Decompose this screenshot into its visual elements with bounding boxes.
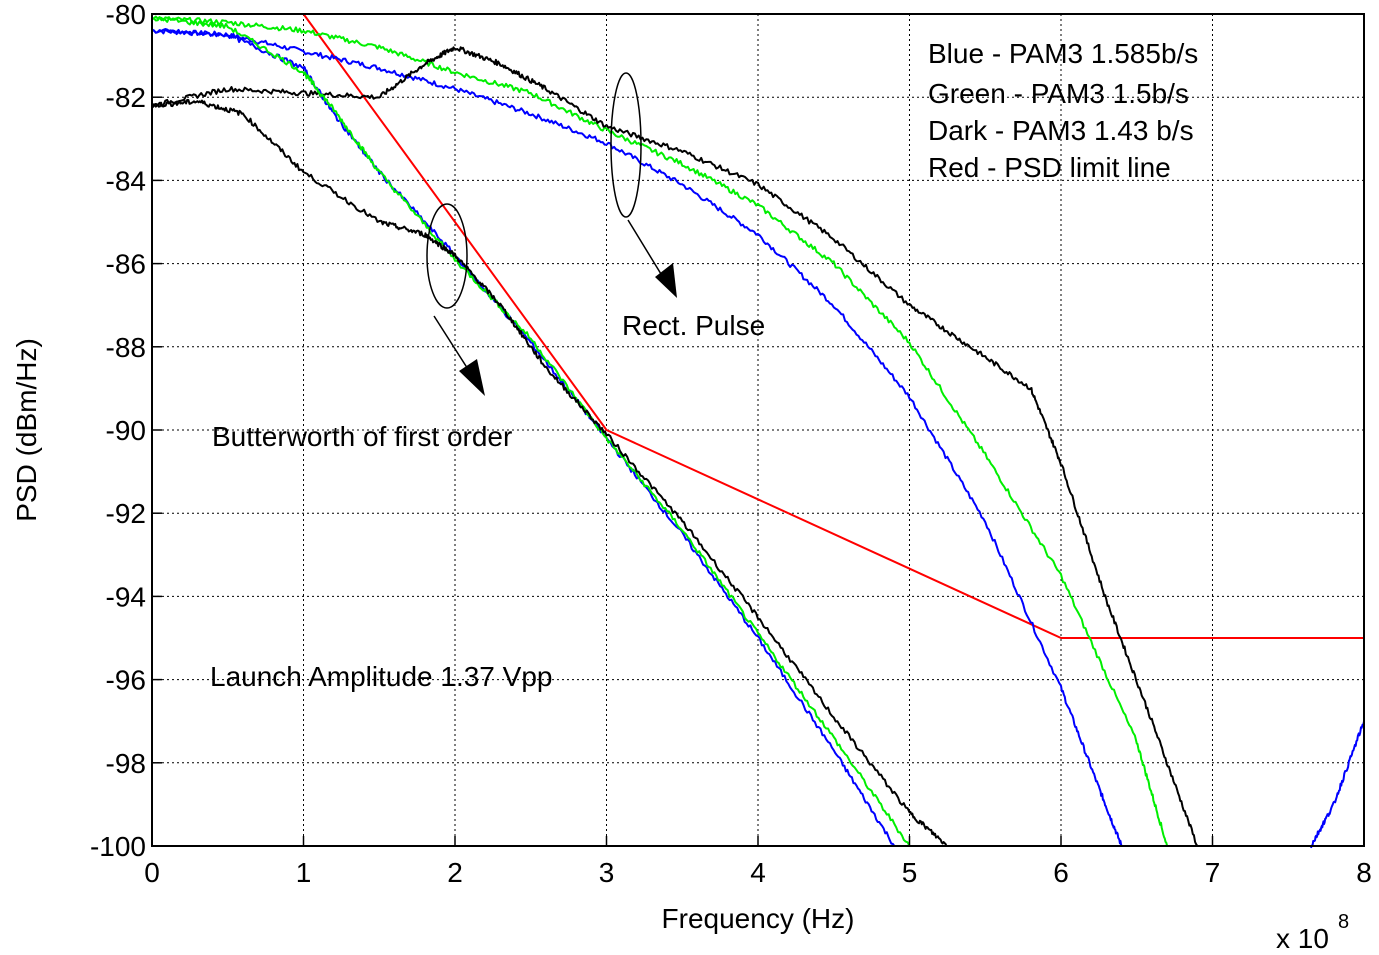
- butterworth-arrowhead: [459, 359, 485, 396]
- x-tick-label: 7: [1205, 857, 1221, 888]
- y-tick-label: -92: [106, 498, 146, 529]
- series-line: [151, 16, 1169, 847]
- launch-amplitude-label: Launch Amplitude 1.37 Vpp: [210, 661, 552, 692]
- x-exponent-power: 8: [1338, 911, 1349, 933]
- series-line: [151, 98, 948, 847]
- y-tick-label: -90: [106, 415, 146, 446]
- y-axis-label: PSD (dBm/Hz): [11, 338, 42, 522]
- x-tick-label: 5: [902, 857, 918, 888]
- y-tick-label: -80: [106, 0, 146, 30]
- x-tick-label: 6: [1053, 857, 1069, 888]
- y-tick-label: -84: [106, 165, 146, 196]
- x-tick-label: 4: [750, 857, 766, 888]
- psd-limit-line: [302, 13, 1364, 639]
- y-tick-label: -94: [106, 581, 146, 612]
- y-tick-label: -86: [106, 249, 146, 280]
- series-line: [151, 28, 1123, 847]
- legend-entry: Blue - PAM3 1.585b/s: [928, 38, 1198, 69]
- y-tick-label: -98: [106, 748, 146, 779]
- x-exponent-label: x 10: [1276, 923, 1329, 954]
- series-layer: [151, 13, 1365, 849]
- x-tick-label: 2: [447, 857, 463, 888]
- rect-pulse-ellipse: [610, 72, 642, 218]
- series-line: [1310, 721, 1365, 849]
- x-tick-label: 8: [1356, 857, 1372, 888]
- x-tick-label: 3: [599, 857, 615, 888]
- legend: Blue - PAM3 1.585b/s Green - PAM3 1.5b/s…: [928, 38, 1198, 183]
- butterworth-label: Butterworth of first order: [212, 421, 512, 452]
- y-tick-label: -88: [106, 332, 146, 363]
- annotations: Rect. Pulse Butterworth of first order L…: [210, 72, 765, 692]
- legend-entry: Dark - PAM3 1.43 b/s: [928, 115, 1194, 146]
- tick-layer: 0 1 2 3 4 5 6 7 8 -100 -98 -96 -94 -92 -90 -88 -86 -84 -82…: [90, 0, 1372, 888]
- y-tick-label: -100: [90, 831, 146, 862]
- butterworth-ellipse: [426, 203, 468, 309]
- legend-entry: Red - PSD limit line: [928, 152, 1171, 183]
- rect-pulse-arrowhead: [655, 263, 677, 298]
- series-line: [151, 46, 1199, 847]
- x-tick-label: 0: [144, 857, 160, 888]
- rect-pulse-label: Rect. Pulse: [622, 310, 765, 341]
- x-tick-label: 1: [296, 857, 312, 888]
- y-tick-label: -82: [106, 82, 146, 113]
- y-tick-label: -96: [106, 665, 146, 696]
- legend-entry: Green - PAM3 1.5b/s: [928, 78, 1189, 109]
- x-axis-label: Frequency (Hz): [662, 903, 855, 934]
